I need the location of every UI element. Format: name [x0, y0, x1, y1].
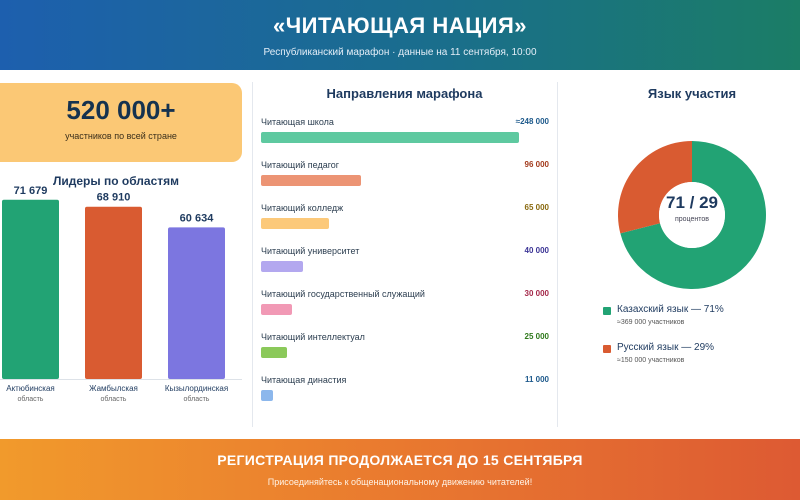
donut-slice — [618, 141, 692, 234]
direction-bar — [261, 347, 287, 358]
legend-sublabel: ≈369 000 участников — [617, 319, 685, 326]
direction-bar — [261, 175, 361, 186]
direction-row: Читающий государственный служащий 30 000 — [261, 289, 549, 323]
direction-bar — [261, 390, 273, 401]
direction-value: ≈248 000 — [515, 117, 549, 126]
left-column: 520 000+ участников по всей стране Лидер… — [0, 70, 252, 438]
column-divider-right — [557, 82, 558, 427]
leader-category-sublabel: область — [18, 395, 44, 403]
direction-bar — [261, 304, 293, 315]
footer-subtitle: Присоединяйтесь к общенациональному движ… — [267, 477, 533, 487]
language-donut-chart — [618, 141, 766, 289]
page-title: «ЧИТАЮЩАЯ НАЦИЯ» — [272, 13, 528, 38]
direction-row: Читающий педагог 96 000 — [261, 160, 549, 194]
donut-center-label: процентов — [674, 216, 709, 223]
direction-name: Читающий интеллектуал — [261, 332, 365, 342]
direction-row: Читающая династия 11 000 — [261, 375, 549, 409]
total-value: 520 000+ — [66, 95, 176, 125]
leaders-bar-chart: 71 679 Актюбинская область 68 910 Жамбылская… — [0, 185, 242, 403]
direction-value: 96 000 — [524, 160, 549, 169]
middle-column: Направления марафона Читающая школа ≈248 … — [253, 70, 556, 438]
leader-value-label: 60 634 — [180, 212, 215, 224]
total-participants-card: 520 000+ участников по всей стране — [0, 83, 242, 162]
leader-category-label: Жамбылская — [89, 384, 138, 393]
leader-category-sublabel: область — [184, 395, 210, 403]
direction-row: Читающий интеллектуал 25 000 — [261, 332, 549, 366]
directions-chart-title: Направления марафона — [326, 86, 483, 101]
leader-bar — [168, 227, 225, 379]
leader-bar — [85, 206, 142, 379]
right-column: Язык участия 71 / 29 процентов Казахский… — [557, 70, 800, 438]
leader-category-label: Кызылординская — [165, 384, 228, 393]
leaders-chart-title: Лидеры по областям — [52, 174, 180, 188]
direction-bar — [261, 132, 519, 143]
direction-value: 30 000 — [524, 289, 549, 298]
donut-hole — [659, 182, 725, 248]
direction-value: 40 000 — [524, 246, 549, 255]
legend-label: Русский язык — 29% — [617, 342, 715, 353]
direction-row: Читающий колледж 65 000 — [261, 203, 549, 237]
direction-value: 25 000 — [524, 332, 549, 341]
donut-center: 71 / 29 процентов — [630, 193, 754, 223]
direction-name: Читающий государственный служащий — [261, 289, 425, 299]
legend-label: Казахский язык — 71% — [617, 304, 724, 315]
registration-cta: РЕГИСТРАЦИЯ ПРОДОЛЖАЕТСЯ ДО 15 СЕНТЯБРЯ — [217, 452, 583, 468]
direction-bar — [261, 218, 329, 229]
direction-bar — [261, 261, 303, 272]
direction-name: Читающий университет — [261, 246, 360, 256]
footer-banner: РЕГИСТРАЦИЯ ПРОДОЛЖАЕТСЯ ДО 15 СЕНТЯБРЯ … — [0, 439, 800, 500]
total-label: участников по всей стране — [65, 131, 177, 141]
leader-bar — [2, 199, 59, 379]
direction-row: Читающая школа ≈248 000 — [261, 117, 549, 151]
leader-value-label: 68 910 — [97, 192, 131, 204]
column-divider-left — [252, 82, 253, 427]
donut-slice — [620, 141, 766, 289]
page-subtitle: Республиканский марафон · данные на 11 с… — [263, 47, 537, 58]
direction-name: Читающая династия — [261, 375, 347, 385]
leader-value-label: 71 679 — [14, 185, 48, 197]
header-banner: «ЧИТАЮЩАЯ НАЦИЯ» Республиканский марафон… — [0, 0, 800, 70]
direction-row: Читающий университет 40 000 — [261, 246, 549, 280]
direction-name: Читающий колледж — [261, 203, 344, 213]
legend-swatch — [603, 345, 611, 353]
legend-sublabel: ≈150 000 участников — [617, 357, 685, 364]
direction-value: 11 000 — [524, 375, 549, 384]
direction-name: Читающая школа — [261, 117, 334, 127]
direction-name: Читающий педагог — [261, 160, 340, 170]
direction-value: 65 000 — [524, 203, 549, 212]
legend-swatch — [603, 307, 611, 315]
leader-category-label: Актюбинская — [6, 384, 55, 393]
leader-category-sublabel: область — [101, 395, 127, 403]
language-chart-title: Язык участия — [647, 86, 737, 101]
donut-center-value: 71 / 29 — [666, 193, 718, 212]
